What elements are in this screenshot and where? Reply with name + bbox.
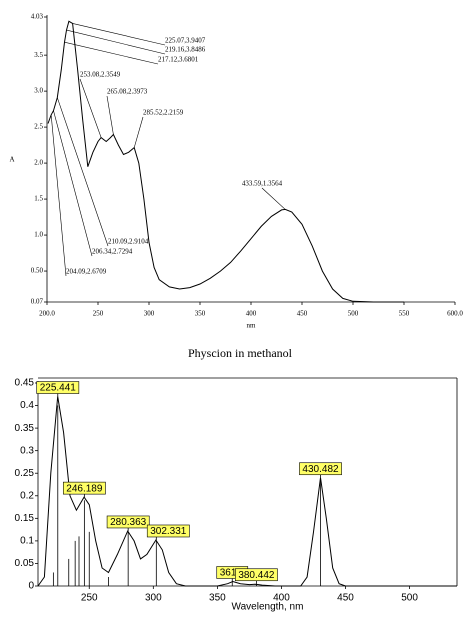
- x-tick-label: 200.0: [39, 310, 55, 318]
- annotation-leader: [261, 187, 286, 210]
- chart: 0.07 0.50 1.0 1.5 2.0 2.5 3.0 3.5 4.03 200.0 250 30…: [9, 13, 463, 330]
- spectrum-line: [47, 20, 404, 303]
- spectrum-line: [37, 396, 457, 587]
- annotation-leader: [79, 78, 102, 138]
- y-tick-label: 3.5: [34, 51, 43, 59]
- annotation-leader: [57, 97, 109, 247]
- x-tick-label: 250: [81, 593, 98, 604]
- y-tick-label: 0.15: [15, 513, 35, 524]
- x-tick-label: 300: [145, 593, 162, 604]
- caption: Physcion in methanol: [188, 346, 293, 360]
- y-tick-label: 0.3: [20, 445, 34, 456]
- peak-label: 380.442: [238, 570, 275, 581]
- y-tick-label: 0.1: [20, 536, 34, 547]
- annotation-leader: [64, 41, 159, 65]
- y-tick-label: 1.0: [34, 231, 43, 239]
- peak-label: 246.189: [66, 483, 103, 494]
- annotation-leader: [72, 23, 166, 46]
- annotation-leader: [133, 116, 144, 148]
- peak-label-box: [299, 462, 342, 476]
- annotation: 265.08,2.3973: [107, 88, 148, 96]
- y-tick-label: 1.5: [34, 195, 43, 203]
- y-tick-label: 0.35: [15, 423, 35, 434]
- x-tick-label: 300: [144, 310, 155, 318]
- annotation: 206.34,2.7294: [92, 248, 133, 256]
- y-tick-label: 3.0: [34, 87, 43, 95]
- y-tick-label: 2.0: [34, 159, 43, 167]
- x-axis-label: nm: [247, 322, 257, 330]
- peak-label: 225.441: [40, 383, 77, 394]
- annotation-leader: [66, 29, 166, 55]
- annotation-leader: [50, 114, 67, 277]
- peak-label: 430.482: [302, 464, 339, 475]
- x-tick-label: 450: [337, 593, 354, 604]
- x-tick-label: 350: [195, 310, 206, 318]
- y-tick-label: 0.05: [15, 558, 35, 569]
- y-tick-label: 0.50: [31, 267, 44, 275]
- annotation: 217.12,3.6801: [158, 56, 199, 64]
- y-tick-label: 0.4: [20, 400, 34, 411]
- peak-label-box: [106, 515, 150, 529]
- annotation-leader: [106, 95, 114, 135]
- y-tick-label: 4.03: [31, 13, 44, 21]
- peak-label: 302.331: [150, 526, 187, 537]
- annotation: 253.08,2.3549: [80, 71, 121, 79]
- y-tick-label: 2.5: [34, 123, 43, 131]
- y-tick-label: 0.45: [15, 378, 35, 389]
- annotation: 204.09,2.6709: [66, 268, 107, 276]
- peak-label-box: [146, 524, 190, 538]
- peak-label-box: [36, 381, 80, 394]
- x-tick-label: 500: [401, 593, 418, 604]
- x-tick-label: 400: [246, 310, 257, 318]
- annotation: 433.59,1.3564: [242, 180, 283, 188]
- y-tick-label: 0.07: [31, 298, 44, 306]
- x-tick-label: 250: [93, 310, 104, 318]
- annotation: 210.09,2.9104: [108, 238, 149, 246]
- y-tick-label: 0: [28, 581, 34, 592]
- x-tick-label: 450: [297, 310, 308, 318]
- y-tick-label: 0.25: [15, 468, 35, 479]
- annotation: 219.16,3.8486: [165, 46, 206, 54]
- x-tick-label: 350: [209, 593, 226, 604]
- peak-label: 361.6: [220, 568, 245, 579]
- x-tick-label: 600.0: [447, 310, 463, 318]
- annotation: 285.52,2.2159: [143, 109, 184, 117]
- y-axis-label: A: [9, 156, 14, 164]
- peak-label-box: [62, 481, 106, 495]
- x-tick-label: 550: [399, 310, 410, 318]
- annotation: 225.07,3.9407: [165, 37, 206, 45]
- peak-label: 280.363: [110, 517, 147, 528]
- x-axis-label: Wavelength, nm: [232, 602, 304, 613]
- x-tick-label: 400: [273, 593, 290, 604]
- annotation-leader: [53, 110, 93, 257]
- x-tick-label: 500: [348, 310, 359, 318]
- peak-label-box: [235, 568, 278, 582]
- chart: 0 0.05 0.1 0.15 0.2 0.25 0.3 0.35 0.4 0.45 250 300 3…: [15, 377, 458, 613]
- y-tick-label: 0.2: [20, 490, 34, 501]
